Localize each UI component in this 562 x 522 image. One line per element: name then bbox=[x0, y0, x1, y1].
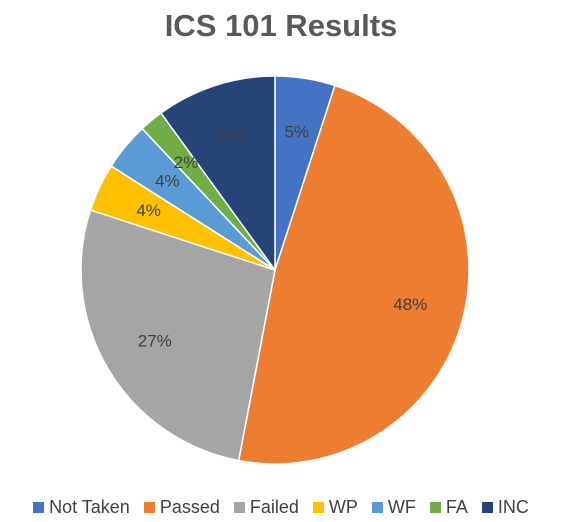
legend-label: Failed bbox=[249, 497, 299, 517]
data-label-not-taken: 5% bbox=[285, 123, 310, 142]
legend-label: INC bbox=[497, 497, 529, 517]
legend-label: FA bbox=[445, 497, 468, 517]
legend-item-wf: WF bbox=[371, 497, 416, 518]
legend-label: Passed bbox=[159, 497, 220, 517]
data-label-fa: 2% bbox=[174, 153, 199, 172]
pie-data-labels: 5%48%27%4%4%2%10% bbox=[136, 123, 427, 351]
chart-title: ICS 101 Results bbox=[164, 8, 398, 43]
legend-item-failed: Failed bbox=[233, 497, 299, 518]
legend-swatch bbox=[33, 502, 45, 513]
legend-item-inc: INC bbox=[481, 497, 529, 518]
legend-label: WP bbox=[328, 497, 358, 517]
pie-chart: 5%48%27%4%4%2%10% bbox=[80, 75, 470, 465]
legend-swatch bbox=[371, 502, 383, 513]
pie-slice-passed bbox=[237, 84, 470, 465]
legend-label: WF bbox=[387, 497, 416, 517]
chart-legend: Not Taken Passed Failed WP WF FA INC bbox=[0, 497, 562, 518]
legend-item-fa: FA bbox=[429, 497, 468, 518]
legend-item-wp: WP bbox=[312, 497, 358, 518]
legend-swatch bbox=[233, 502, 245, 513]
data-label-passed: 48% bbox=[393, 295, 427, 314]
legend-item-not-taken: Not Taken bbox=[33, 497, 130, 518]
legend-item-passed: Passed bbox=[143, 497, 220, 518]
legend-swatch bbox=[429, 502, 441, 513]
data-label-inc: 10% bbox=[215, 128, 249, 147]
pie-slice-failed bbox=[80, 209, 276, 462]
legend-swatch bbox=[143, 502, 155, 513]
pie-slices bbox=[80, 75, 470, 465]
legend-label: Not Taken bbox=[49, 497, 130, 517]
data-label-failed: 27% bbox=[138, 332, 172, 351]
legend-swatch bbox=[312, 502, 324, 513]
pie-slice-inc bbox=[159, 75, 276, 273]
legend-swatch bbox=[481, 502, 493, 513]
data-label-wf: 4% bbox=[155, 171, 180, 190]
data-label-wp: 4% bbox=[136, 201, 161, 220]
